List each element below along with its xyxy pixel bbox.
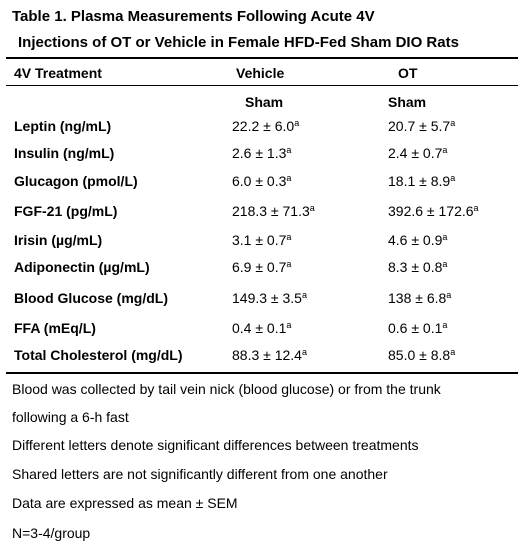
footnote: Shared letters are not significantly dif… [12, 466, 388, 482]
cell-ot-value: 18.1 ± 8.9 [388, 173, 451, 189]
cell-vehicle: 6.9 ± 0.7a [232, 259, 291, 275]
row-label: Adiponectin (µg/mL) [14, 259, 150, 275]
top-rule [6, 57, 518, 59]
cell-ot-letter: a [446, 290, 452, 300]
cell-ot: 2.4 ± 0.7a [388, 145, 447, 161]
cell-ot-value: 8.3 ± 0.8 [388, 259, 443, 275]
header-rule [6, 85, 518, 86]
row-label: Leptin (ng/mL) [14, 118, 112, 134]
cell-vehicle-value: 0.4 ± 0.1 [232, 320, 287, 336]
cell-vehicle: 88.3 ± 12.4a [232, 347, 307, 363]
cell-vehicle-value: 149.3 ± 3.5 [232, 290, 302, 306]
cell-ot: 392.6 ± 172.6a [388, 203, 479, 219]
cell-ot-value: 138 ± 6.8 [388, 290, 447, 306]
cell-ot-letter: a [442, 232, 448, 242]
cell-vehicle-letter: a [286, 145, 292, 155]
cell-ot: 20.7 ± 5.7a [388, 118, 455, 134]
cell-ot: 8.3 ± 0.8a [388, 259, 447, 275]
header-ot: OT [398, 65, 418, 81]
footnote: N=3-4/group [12, 525, 91, 541]
cell-vehicle: 2.6 ± 1.3a [232, 145, 291, 161]
cell-ot: 138 ± 6.8a [388, 290, 451, 306]
footnote: Blood was collected by tail vein nick (b… [12, 381, 441, 397]
row-label: FFA (mEq/L) [14, 320, 96, 336]
cell-vehicle-letter: a [294, 118, 300, 128]
cell-vehicle-letter: a [301, 347, 307, 357]
cell-ot-letter: a [450, 347, 456, 357]
cell-vehicle-value: 6.0 ± 0.3 [232, 173, 287, 189]
cell-vehicle-letter: a [286, 232, 292, 242]
cell-vehicle-value: 88.3 ± 12.4 [232, 347, 302, 363]
cell-ot-value: 85.0 ± 8.8 [388, 347, 451, 363]
footnote: following a 6-h fast [12, 409, 129, 425]
row-label: Irisin (µg/mL) [14, 232, 103, 248]
row-label: Insulin (ng/mL) [14, 145, 115, 161]
cell-ot: 0.6 ± 0.1a [388, 320, 447, 336]
cell-vehicle-letter: a [301, 290, 307, 300]
table-title-line-1: Table 1. Plasma Measurements Following A… [12, 8, 375, 25]
cell-vehicle: 0.4 ± 0.1a [232, 320, 291, 336]
table-title-line-2: Injections of OT or Vehicle in Female HF… [18, 34, 459, 51]
cell-vehicle: 22.2 ± 6.0a [232, 118, 299, 134]
cell-vehicle-value: 6.9 ± 0.7 [232, 259, 287, 275]
cell-vehicle-value: 3.1 ± 0.7 [232, 232, 287, 248]
cell-ot-value: 2.4 ± 0.7 [388, 145, 443, 161]
cell-vehicle-letter: a [309, 203, 315, 213]
cell-ot: 4.6 ± 0.9a [388, 232, 447, 248]
cell-ot-letter: a [473, 203, 479, 213]
cell-ot-letter: a [442, 320, 448, 330]
cell-vehicle-value: 22.2 ± 6.0 [232, 118, 295, 134]
cell-vehicle-value: 2.6 ± 1.3 [232, 145, 287, 161]
cell-vehicle-letter: a [286, 259, 292, 269]
cell-ot: 18.1 ± 8.9a [388, 173, 455, 189]
cell-ot-value: 4.6 ± 0.9 [388, 232, 443, 248]
cell-vehicle: 3.1 ± 0.7a [232, 232, 291, 248]
cell-ot-value: 20.7 ± 5.7 [388, 118, 451, 134]
subheader-ot-sham: Sham [388, 94, 427, 110]
cell-vehicle: 149.3 ± 3.5a [232, 290, 307, 306]
bottom-rule [6, 372, 518, 374]
cell-ot-value: 392.6 ± 172.6 [388, 203, 474, 219]
cell-vehicle-value: 218.3 ± 71.3 [232, 203, 310, 219]
cell-vehicle: 6.0 ± 0.3a [232, 173, 291, 189]
cell-ot-letter: a [450, 173, 456, 183]
cell-vehicle: 218.3 ± 71.3a [232, 203, 315, 219]
row-label: FGF-21 (pg/mL) [14, 203, 118, 219]
row-label: Glucagon (pmol/L) [14, 173, 138, 189]
header-vehicle: Vehicle [236, 65, 285, 81]
cell-ot-letter: a [442, 259, 448, 269]
cell-ot: 85.0 ± 8.8a [388, 347, 455, 363]
header-treatment: 4V Treatment [14, 65, 102, 81]
cell-vehicle-letter: a [286, 173, 292, 183]
cell-vehicle-letter: a [286, 320, 292, 330]
cell-ot-letter: a [442, 145, 448, 155]
footnote: Different letters denote significant dif… [12, 437, 419, 453]
footnote: Data are expressed as mean ± SEM [12, 495, 238, 511]
cell-ot-letter: a [450, 118, 456, 128]
cell-ot-value: 0.6 ± 0.1 [388, 320, 443, 336]
row-label: Blood Glucose (mg/dL) [14, 290, 168, 306]
subheader-vehicle-sham: Sham [245, 94, 284, 110]
row-label: Total Cholesterol (mg/dL) [14, 347, 183, 363]
